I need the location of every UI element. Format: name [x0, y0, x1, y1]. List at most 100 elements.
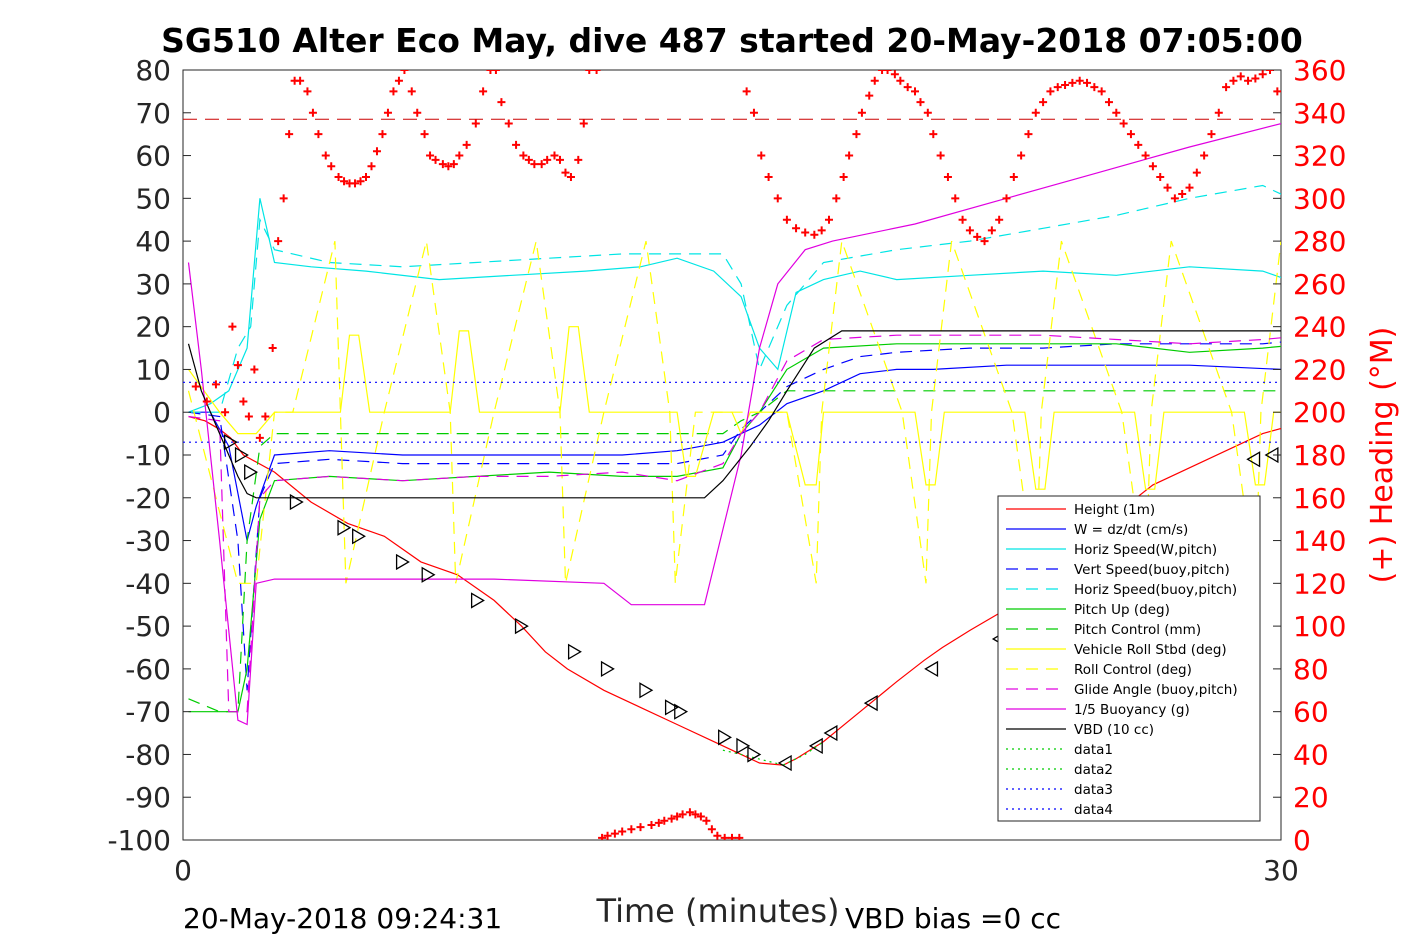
legend-entry: Vehicle Roll Stbd (deg)	[1074, 642, 1227, 658]
heading-point	[407, 87, 416, 96]
heading-point	[824, 215, 833, 224]
heading-point	[647, 821, 656, 830]
depth-marker	[337, 519, 352, 536]
heading-point	[444, 162, 453, 171]
heading-point	[268, 344, 277, 353]
heading-point	[471, 119, 480, 128]
left-y-axis: 80 70 60 50 40 30 20 10 0 -10 -20 -30 -40 -50 -60 -70 -8…	[107, 54, 191, 857]
heading-point	[250, 365, 259, 374]
heading-point	[1273, 87, 1281, 96]
heading-point	[1214, 108, 1223, 117]
heading-point	[1251, 74, 1260, 83]
depth-marker	[747, 746, 762, 763]
series-line-2	[188, 198, 1281, 413]
heading-point	[691, 810, 700, 819]
heading-point	[519, 151, 528, 160]
heading-point	[1141, 151, 1150, 160]
heading-point	[462, 140, 471, 149]
heading-point	[1119, 119, 1128, 128]
legend-entry: data2	[1074, 762, 1113, 778]
right-y-tick-label: 280	[1293, 225, 1346, 258]
depth-marker	[718, 729, 732, 746]
heading-point	[314, 130, 323, 139]
heading-point	[810, 230, 819, 239]
heading-point	[987, 226, 996, 235]
heading-point	[479, 87, 488, 96]
legend-entry: Horiz Speed(W,pitch)	[1074, 542, 1217, 558]
y-tick-label: 70	[135, 97, 171, 130]
heading-point	[1090, 83, 1099, 92]
heading-point	[696, 812, 705, 821]
y-tick-label: -50	[125, 610, 171, 643]
heading-point	[923, 108, 932, 117]
heading-point	[221, 408, 230, 417]
heading-point	[1170, 194, 1179, 203]
heading-point	[400, 70, 409, 74]
heading-point	[610, 829, 619, 838]
heading-point	[449, 160, 458, 169]
heading-point	[845, 151, 854, 160]
heading-point	[233, 361, 242, 370]
heading-point	[561, 168, 570, 177]
heading-point	[303, 87, 312, 96]
legend-entry: W = dz/dt (cm/s)	[1074, 522, 1188, 538]
legend-entry: Vert Speed(buoy,pitch)	[1074, 562, 1230, 578]
heading-point	[426, 151, 435, 160]
heading-point	[911, 87, 919, 96]
heading-point	[883, 70, 892, 74]
heading-point	[973, 232, 982, 241]
heading-point	[1178, 190, 1187, 199]
heading-point	[1207, 130, 1216, 139]
legend-entry: Horiz Speed(buoy,pitch)	[1074, 582, 1237, 598]
x-tick-label: 30	[1263, 854, 1299, 887]
heading-point	[896, 76, 905, 85]
heading-point	[878, 70, 887, 74]
depth-marker	[664, 699, 679, 716]
heading-point	[742, 87, 751, 96]
heading-point	[1083, 78, 1092, 87]
heading-point	[1156, 172, 1165, 181]
depth-marker	[777, 754, 792, 772]
right-y-tick-label: 340	[1293, 97, 1346, 130]
series-line-12	[722, 749, 784, 766]
heading-point	[321, 151, 330, 160]
heading-point	[678, 810, 687, 819]
depth-marker	[1246, 451, 1261, 468]
heading-point	[870, 76, 879, 85]
right-y-tick-label: 160	[1293, 482, 1346, 515]
right-y-tick-label: 120	[1293, 567, 1346, 600]
heading-point	[916, 98, 925, 107]
heading-point	[389, 87, 398, 96]
right-y-axis-label: (+) Heading (°M)	[1365, 327, 1400, 584]
depth-marker	[470, 592, 485, 609]
y-tick-label: -100	[107, 824, 171, 857]
heading-point	[865, 91, 874, 100]
heading-point	[211, 380, 220, 389]
heading-point	[673, 812, 682, 821]
y-tick-label: 80	[135, 54, 171, 87]
series-line-6	[188, 390, 1281, 713]
heading-point	[296, 76, 305, 85]
footer-timestamp: 20-May-2018 09:24:31	[183, 902, 502, 935]
heading-point	[455, 151, 464, 160]
heading-point	[857, 108, 866, 117]
heading-point	[1163, 183, 1172, 192]
heading-point	[929, 130, 938, 139]
right-y-tick-label: 20	[1293, 781, 1329, 814]
heading-point	[244, 412, 253, 421]
y-tick-label: -70	[125, 696, 171, 729]
depth-marker	[808, 737, 823, 755]
heading-point	[603, 831, 612, 840]
heading-point	[1053, 83, 1062, 92]
depth-marker	[924, 660, 939, 678]
heading-point	[530, 160, 539, 169]
heading-point	[685, 808, 694, 817]
heading-point	[951, 194, 960, 203]
footer-vbd-bias: VBD bias =0 cc	[845, 902, 1061, 935]
series-line-4	[188, 184, 1281, 413]
heading-point	[367, 162, 376, 171]
heading-point	[1222, 83, 1231, 92]
series-line-13	[782, 741, 824, 766]
depth-marker	[863, 694, 878, 712]
